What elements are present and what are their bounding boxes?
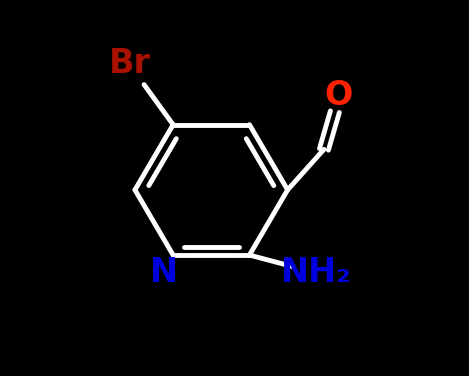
Text: O: O — [325, 79, 353, 112]
Text: Br: Br — [108, 47, 151, 80]
Text: N: N — [150, 256, 178, 289]
Text: NH₂: NH₂ — [281, 256, 352, 289]
